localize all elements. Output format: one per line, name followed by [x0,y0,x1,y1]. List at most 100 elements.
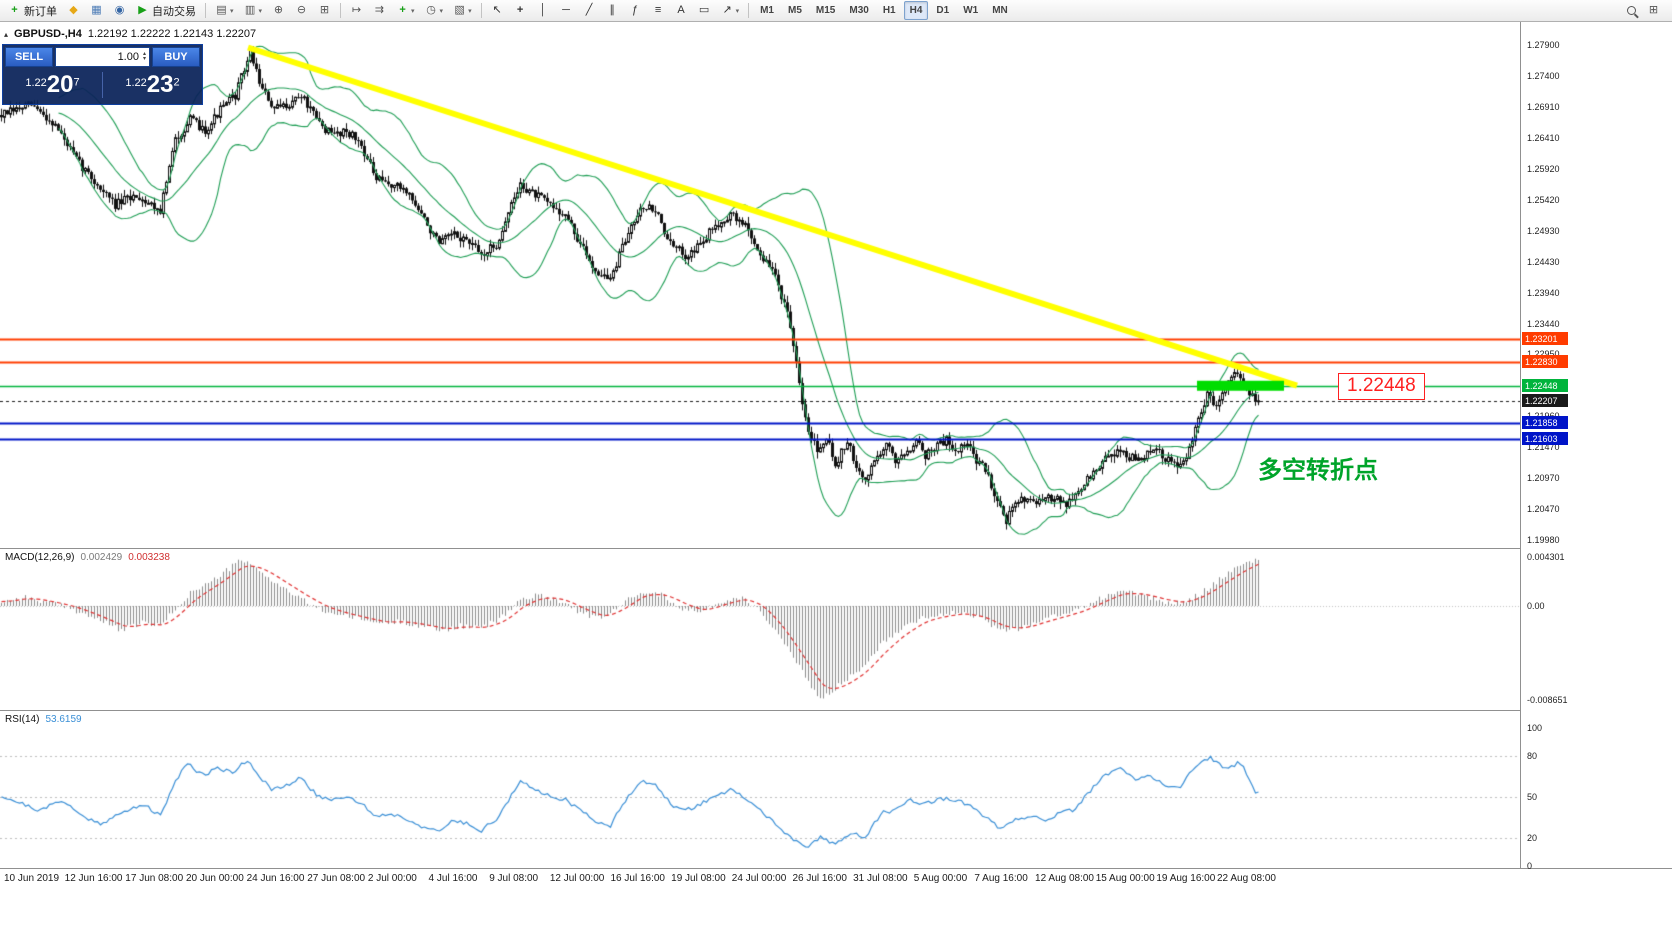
timeframe-w1-button[interactable]: W1 [963,5,979,16]
zoom-out-button[interactable]: ⊖ [291,1,312,20]
candlestick-chart-button[interactable]: ▥ ▾ [240,1,267,20]
sell-price-prefix: 1.22 [25,76,47,89]
pane-separator[interactable] [0,548,1672,549]
cursor-button[interactable]: ↖ [487,1,508,20]
one-click-trading-panel: SELL 1.00 ▴ ▾ BUY 1.22207 1.22 232 [2,44,203,105]
toolbar-left-group: + 新订单 ◆ ▦ ◉ ▶ 自动交易 ▤ ▾ ▥ ▾ ⊕ ⊖ ⊞ ↦ ⇉ + ▾ ◷ ▾ ▧ ▾ ↖ + │ ─ ╱ ∥ ƒ ≡ A ▭ ↗ ▾ M… [3,0,1015,22]
stepper-up-icon[interactable]: ▴ [142,51,146,57]
templates-button[interactable]: ▧ ▾ [449,1,476,20]
toolbar-right-group: ⊞ [1622,0,1669,22]
horizontal-line-icon: ─ [562,4,570,16]
text-icon: A [677,4,685,16]
price-callout[interactable]: 1.22448 [1338,373,1425,400]
timeframe-m30-button[interactable]: M30 [849,5,869,16]
macd-signal-value: 0.003238 [128,552,170,563]
cycle-lines-button[interactable]: ≡ [648,1,669,20]
price-scale[interactable]: 1.27900 1.27400 1.26910 1.26410 1.25920 1.254… [1520,22,1672,871]
indicators-button[interactable]: + ▾ [392,1,419,20]
macd-scale-max: 0.004301 [1527,552,1565,562]
chart-shift-button[interactable]: ⇉ [369,1,390,20]
buy-price-big: 23 [146,70,174,98]
price-tick: 1.25420 [1527,195,1560,205]
time-axis[interactable]: 10 Jun 2019 12 Jun 16:00 17 Jun 08:00 20 Ju… [0,869,1672,893]
search-button[interactable] [1623,1,1641,20]
chart-windows-button[interactable]: ⊞ [1643,1,1664,20]
rsi-scale-50: 50 [1527,792,1538,802]
hline-price-label: 1.21858 [1522,415,1568,429]
new-chart-button[interactable]: ◆ [63,1,84,20]
stepper-down-icon[interactable]: ▾ [142,56,146,62]
pane-separator[interactable] [0,868,1672,869]
one-click-toggle-icon[interactable]: ▴ [4,29,9,39]
time-label: 12 Jun 16:00 [64,873,123,884]
templates-icon: ▧ [454,4,465,16]
market-watch-button[interactable]: ◉ [109,1,130,20]
price-tick: 1.23440 [1527,318,1560,329]
auto-scroll-button[interactable]: ↦ [346,1,367,20]
toolbar-separator [480,3,482,18]
new-chart-icon: ◆ [69,4,78,16]
bar-chart-button[interactable]: ▤ ▾ [211,1,238,20]
buy-button[interactable]: BUY [152,47,200,67]
autotrading-label: 自动交易 [152,5,196,18]
symbol-title: GBPUSD-,H4 [14,28,82,40]
crosshair-button[interactable]: + [510,1,531,20]
fibonacci-button[interactable]: ƒ [625,1,646,20]
toolbar-separator [340,3,342,18]
timeframe-m15-button[interactable]: M15 [815,5,836,16]
autotrading-button[interactable]: ▶ 自动交易 [132,1,200,20]
rsi-canvas[interactable] [0,711,1520,868]
timeframe-h4-button[interactable]: H4 [903,1,929,20]
chart-shift-icon: ⇉ [374,4,385,16]
trendline-icon: ╱ [585,4,593,16]
zoom-in-icon: ⊕ [273,4,284,16]
hline-price-label: 1.23201 [1522,331,1568,345]
turning-point-note[interactable]: 多空转折点 [1258,457,1378,484]
sell-price-big: 20 [46,70,74,98]
text-button[interactable]: A [671,1,692,20]
price-tick: 1.25920 [1527,163,1560,174]
vertical-line-icon: │ [539,4,547,16]
new-order-label: 新订单 [24,5,57,18]
vertical-line-button[interactable]: │ [533,1,554,20]
timeframe-mn-button[interactable]: MN [992,5,1008,16]
symbol-info: ▴ GBPUSD-,H4 1.22192 1.22222 1.22143 1.2… [4,28,256,40]
text-label-button[interactable]: ▭ [694,1,715,20]
new-order-button[interactable]: + 新订单 [4,1,61,20]
time-label: 31 Jul 08:00 [853,873,908,884]
macd-canvas[interactable] [0,549,1520,710]
tile-windows-icon: ⊞ [319,4,330,16]
equidistant-channel-button[interactable]: ∥ [602,1,623,20]
chart-windows-icon: ⊞ [1648,4,1659,16]
periods-button[interactable]: ◷ ▾ [421,1,448,20]
macd-main-value: 0.002429 [80,552,123,563]
price-chart-canvas[interactable] [0,22,1520,548]
volume-input[interactable]: 1.00 ▴ ▾ [55,47,150,67]
zoom-in-button[interactable]: ⊕ [268,1,289,20]
buy-price-pip: 2 [173,76,180,89]
price-tick: 1.26410 [1527,133,1560,144]
profiles-button[interactable]: ▦ [86,1,107,20]
price-tick: 1.24430 [1527,256,1560,267]
periods-icon: ◷ [426,4,436,16]
time-label: 16 Jul 16:00 [610,873,666,884]
timeframe-d1-button[interactable]: D1 [936,5,950,16]
volume-stepper[interactable]: ▴ ▾ [142,51,146,62]
price-tick: 1.26910 [1527,101,1560,112]
arrows-button[interactable]: ↗ ▾ [717,1,744,20]
sell-price: 1.22207 [3,71,102,99]
time-label: 9 Jul 08:00 [489,873,539,884]
timeframe-m1-button[interactable]: M1 [760,5,774,16]
zoom-out-icon: ⊖ [296,4,307,16]
horizontal-line-button[interactable]: ─ [556,1,577,20]
timeframe-h1-button[interactable]: H1 [882,5,896,16]
sell-button[interactable]: SELL [5,47,53,67]
tile-windows-button[interactable]: ⊞ [314,1,335,20]
time-label: 22 Aug 08:00 [1217,873,1276,884]
pane-separator[interactable] [0,710,1672,711]
timeframe-m5-button[interactable]: M5 [788,5,802,16]
trendline-button[interactable]: ╱ [579,1,600,20]
time-label: 19 Aug 16:00 [1156,873,1216,884]
equidistant-channel-icon: ∥ [609,4,615,16]
rsi-value: 53.6159 [45,714,82,725]
